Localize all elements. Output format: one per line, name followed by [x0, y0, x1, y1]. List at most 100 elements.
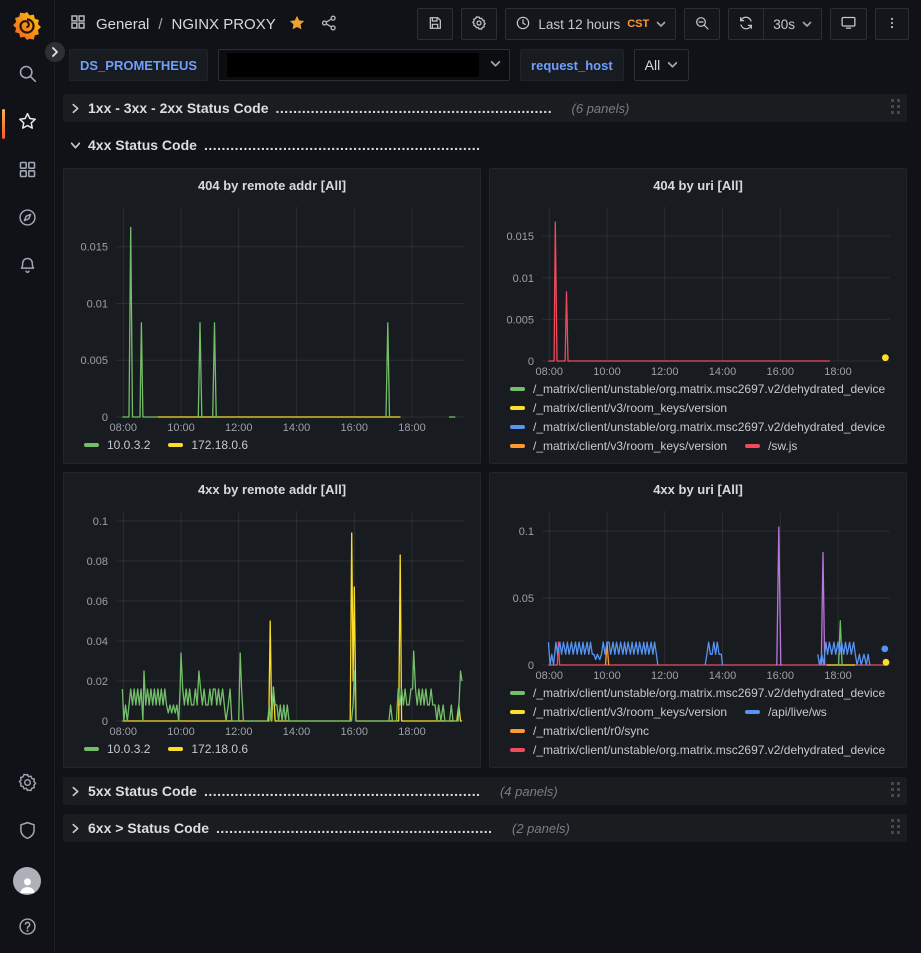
legend-item[interactable]: 10.0.3.2 — [84, 438, 150, 452]
svg-text:12:00: 12:00 — [651, 670, 679, 682]
row-title: 1xx - 3xx - 2xx Status Code — [88, 100, 269, 116]
row-6xx-status-code[interactable]: 6xx > Status Code ......................… — [63, 814, 907, 842]
avatar — [13, 867, 41, 895]
sidebar-item-admin[interactable] — [0, 809, 55, 857]
chevron-down-icon — [490, 56, 501, 74]
svg-text:10:00: 10:00 — [593, 670, 621, 682]
svg-text:16:00: 16:00 — [340, 422, 368, 434]
time-range-picker[interactable]: Last 12 hours CST — [505, 8, 677, 40]
svg-text:10:00: 10:00 — [167, 422, 195, 434]
timeseries-plot[interactable]: 0 0.005 0.01 0.015 08:00 10:00 12:00 14:00 16:00… — [72, 198, 472, 435]
sidebar-item-dashboards[interactable] — [0, 148, 55, 196]
panel-title[interactable]: 404 by uri [All] — [653, 178, 743, 193]
dashboard-settings-button[interactable] — [461, 8, 498, 40]
legend-label: /_matrix/client/v3/room_keys/version — [533, 439, 728, 453]
share-button[interactable] — [318, 14, 340, 35]
svg-text:0.01: 0.01 — [513, 273, 534, 285]
svg-text:08:00: 08:00 — [535, 366, 563, 378]
grafana-logo-icon[interactable] — [11, 10, 43, 42]
svg-text:0.05: 0.05 — [513, 593, 534, 605]
dashboard-header: General / NGINX PROXY Last 12 hours — [55, 0, 921, 48]
request-host-variable-select[interactable]: All — [633, 49, 690, 81]
row-drag-handle[interactable] — [891, 782, 900, 800]
legend-swatch — [510, 444, 525, 448]
row-5xx-status-code[interactable]: 5xx Status Code ........................… — [63, 777, 907, 805]
svg-text:0: 0 — [102, 716, 108, 728]
bell-icon — [17, 255, 38, 281]
legend-swatch — [168, 443, 184, 447]
help-icon — [17, 916, 38, 942]
legend-item[interactable]: /_matrix/client/unstable/org.matrix.msc2… — [510, 382, 885, 396]
sidebar-item-starred[interactable] — [0, 100, 55, 148]
row-1xx-3xx-2xx-status-code[interactable]: 1xx - 3xx - 2xx Status Code ............… — [63, 94, 907, 122]
panel-4xx-by-uri: 4xx by uri [All] 0 0.05 0.1 08:00 10:00 12:00… — [489, 472, 907, 768]
svg-text:0.005: 0.005 — [506, 314, 534, 326]
sidebar-item-search[interactable] — [0, 52, 55, 100]
legend-item[interactable]: 172.18.0.6 — [168, 742, 248, 756]
chevron-down-icon — [70, 140, 81, 151]
request-host-variable-label[interactable]: request_host — [520, 49, 624, 81]
legend-item[interactable]: /_matrix/client/unstable/org.matrix.msc2… — [510, 743, 885, 757]
panel-title[interactable]: 4xx by uri [All] — [653, 482, 743, 497]
legend-label: /sw.js — [768, 439, 798, 453]
legend-item[interactable]: /_matrix/client/unstable/org.matrix.msc2… — [510, 686, 885, 700]
chevron-down-icon — [802, 17, 812, 32]
sidebar-item-alerting[interactable] — [0, 244, 55, 292]
sidebar-item-explore[interactable] — [0, 196, 55, 244]
row-4xx-status-code[interactable]: 4xx Status Code ........................… — [63, 131, 907, 159]
legend-label: /_matrix/client/unstable/org.matrix.msc2… — [533, 382, 886, 396]
legend-swatch — [510, 729, 525, 733]
legend-label: /_matrix/client/unstable/org.matrix.msc2… — [533, 420, 886, 434]
timeseries-plot[interactable]: 0 0.05 0.1 08:00 10:00 12:00 14:00 16:00 18:00 — [498, 502, 898, 683]
tv-mode-button[interactable] — [830, 8, 867, 40]
svg-text:0.015: 0.015 — [80, 242, 108, 254]
request-host-value: All — [644, 57, 661, 73]
timeseries-plot[interactable]: 0 0.02 0.04 0.06 0.08 0.1 08:00 10:00 12:00 14:00… — [72, 502, 472, 739]
legend-item[interactable]: /_matrix/client/unstable/org.matrix.msc2… — [510, 420, 885, 434]
panel-title[interactable]: 4xx by remote addr [All] — [197, 482, 347, 497]
datasource-variable-label[interactable]: DS_PROMETHEUS — [69, 49, 209, 81]
svg-text:0.06: 0.06 — [87, 596, 108, 608]
legend-item[interactable]: 172.18.0.6 — [168, 438, 248, 452]
legend-item[interactable]: /_matrix/client/v3/room_keys/version — [510, 401, 727, 415]
breadcrumb: General / NGINX PROXY — [69, 13, 276, 35]
datasource-variable-select[interactable] — [218, 49, 511, 81]
sidebar-item-help[interactable] — [0, 905, 55, 953]
legend-item[interactable]: /_matrix/client/v3/room_keys/version — [510, 705, 727, 719]
dashboard-title[interactable]: NGINX PROXY — [171, 15, 276, 33]
svg-text:16:00: 16:00 — [766, 366, 794, 378]
main-area: General / NGINX PROXY Last 12 hours — [55, 0, 921, 953]
row-drag-handle[interactable] — [891, 819, 900, 837]
favorite-star-button[interactable] — [286, 14, 308, 35]
svg-text:0.02: 0.02 — [87, 676, 108, 688]
more-options-button[interactable] — [875, 8, 909, 40]
legend-item[interactable]: /sw.js — [745, 439, 797, 453]
sidebar-item-configuration[interactable] — [0, 761, 55, 809]
refresh-button[interactable] — [728, 8, 764, 40]
sidebar-expand-button[interactable] — [42, 39, 68, 65]
svg-text:16:00: 16:00 — [766, 670, 794, 682]
svg-text:18:00: 18:00 — [824, 366, 852, 378]
legend-item[interactable]: /_matrix/client/v3/room_keys/version — [510, 439, 727, 453]
legend-item[interactable]: 10.0.3.2 — [84, 742, 150, 756]
legend-label: 172.18.0.6 — [191, 438, 249, 452]
refresh-interval-dropdown[interactable]: 30s — [763, 8, 822, 40]
chevron-down-icon — [656, 17, 666, 32]
panel-title[interactable]: 404 by remote addr [All] — [197, 178, 347, 193]
legend-item[interactable]: /api/live/ws — [745, 705, 827, 719]
breadcrumb-section[interactable]: General — [96, 15, 150, 33]
legend-item[interactable]: /_matrix/client/r0/sync — [510, 724, 649, 738]
svg-text:0.015: 0.015 — [506, 231, 534, 243]
svg-text:16:00: 16:00 — [340, 726, 368, 738]
save-dashboard-button[interactable] — [417, 8, 454, 40]
sidebar-item-profile[interactable] — [0, 857, 55, 905]
gear-icon — [471, 15, 487, 34]
legend-swatch — [510, 710, 525, 714]
zoom-out-button[interactable] — [684, 8, 721, 40]
svg-text:0: 0 — [102, 412, 108, 424]
timeseries-plot[interactable]: 0 0.005 0.01 0.015 08:00 10:00 12:00 14:00 16:00… — [498, 198, 898, 379]
legend-label: /_matrix/client/r0/sync — [533, 724, 650, 738]
row-title-leader: ........................................… — [203, 137, 479, 153]
row-drag-handle[interactable] — [891, 99, 900, 117]
